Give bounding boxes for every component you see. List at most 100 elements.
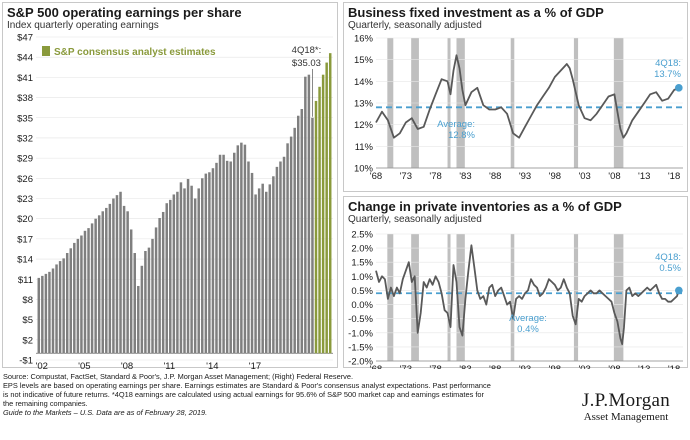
eps-bar: [250, 172, 254, 354]
y-tick-label: 13%: [354, 99, 374, 110]
eps-bar: [311, 117, 314, 354]
logo-subline: Asset Management: [583, 411, 669, 423]
eps-bar: [112, 198, 115, 354]
eps-bar: [233, 152, 236, 354]
eps-bar: [144, 250, 147, 354]
x-tick-label: '83: [459, 364, 471, 369]
eps-bar: [90, 223, 94, 354]
y-tick-label: $32: [17, 133, 33, 144]
x-tick-label: '88: [489, 171, 501, 182]
y-tick-label: -1.5%: [348, 342, 373, 353]
annotation-value: $35.03: [292, 58, 321, 69]
eps-bar: [229, 161, 232, 354]
eps-bar: [73, 242, 76, 354]
x-tick-label: '08: [608, 364, 620, 369]
y-tick-label: -$1: [19, 356, 33, 367]
y-tick-label: 16%: [354, 34, 374, 45]
eps-bar: [48, 271, 51, 354]
eps-bar: [240, 142, 243, 354]
annotation-label: 4Q18*:: [292, 45, 322, 56]
eps-bar: [215, 162, 218, 354]
eps-bar: [37, 277, 41, 354]
y-tick-label: 0.0%: [351, 300, 373, 311]
y-tick-label: 11%: [355, 142, 374, 153]
y-tick-label: $5: [22, 315, 33, 326]
end-value: 0.5%: [659, 263, 681, 274]
recession-band: [510, 234, 515, 361]
estimate-bar: [328, 53, 332, 354]
x-tick-label: '88: [489, 364, 501, 369]
average-label: Average:: [509, 313, 547, 324]
guide-date-line: Guide to the Markets – U.S. Data are as …: [3, 408, 208, 418]
y-tick-label: 1.5%: [351, 258, 373, 269]
eps-bar: [268, 184, 272, 354]
x-tick-label: '18: [668, 171, 680, 182]
eps-bar: [158, 218, 161, 354]
inventories-chart-subtitle: Quarterly, seasonally adjusted: [348, 214, 482, 225]
y-tick-label: 2.0%: [351, 244, 373, 255]
eps-bar: [279, 161, 282, 354]
y-tick-label: $8: [22, 295, 33, 306]
eps-bar: [225, 160, 229, 354]
y-tick-label: $2: [22, 335, 33, 346]
x-tick-label: '73: [400, 171, 412, 182]
x-tick-label: '13: [638, 364, 650, 369]
eps-chart-subtitle: Index quarterly operating earnings: [7, 20, 159, 31]
eps-bar: [108, 203, 112, 354]
y-tick-label: 15%: [354, 55, 374, 66]
end-point-marker: [675, 84, 683, 92]
eps-bar: [129, 229, 133, 354]
eps-bar: [193, 198, 197, 354]
estimate-bar: [314, 100, 318, 354]
x-tick-label: '11: [163, 361, 175, 369]
recession-band: [387, 234, 394, 361]
eps-bar: [211, 168, 215, 354]
eps-bar: [65, 253, 69, 354]
y-tick-label: $20: [17, 214, 33, 225]
eps-bar: [293, 127, 296, 354]
eps-chart-title: S&P 500 operating earnings per share: [7, 5, 242, 20]
eps-bar: [165, 203, 168, 354]
x-tick-label: '78: [429, 171, 441, 182]
eps-bar: [304, 76, 307, 354]
eps-bar: [289, 136, 293, 354]
inventories-chart-svg: -2.0% -1.5% -1.0% -0.5% 0.0% 0.5% 1.0% 1.5% 2.0%…: [348, 230, 683, 369]
legend-swatch: [42, 46, 50, 56]
y-tick-label: $14: [17, 255, 33, 266]
x-tick-label: '17: [249, 361, 261, 369]
end-point-marker: [675, 286, 683, 295]
y-tick-label: $35: [17, 113, 33, 124]
x-tick-label: '98: [549, 364, 561, 369]
footnote-line: EPS levels are based on operating earnin…: [3, 381, 491, 391]
eps-bar: [119, 191, 122, 354]
y-tick-label: $29: [17, 154, 33, 165]
y-tick-label: 14%: [354, 77, 374, 88]
x-tick-label: '83: [459, 171, 471, 182]
end-value: 13.7%: [654, 69, 681, 80]
logo-wordmark: J.P.Morgan: [581, 390, 671, 411]
eps-bar: [76, 238, 80, 354]
y-tick-label: 2.5%: [351, 230, 373, 241]
eps-bar: [172, 194, 176, 354]
eps-bar: [122, 205, 126, 354]
eps-bar: [286, 143, 289, 354]
x-tick-label: '08: [121, 361, 133, 369]
x-tick-label: '13: [638, 171, 650, 182]
eps-bar: [300, 109, 304, 354]
eps-bar: [83, 230, 87, 354]
eps-bar: [257, 188, 261, 354]
eps-bar: [179, 182, 183, 354]
eps-bar: [190, 185, 193, 354]
eps-bar: [87, 228, 90, 354]
eps-bar: [275, 166, 279, 354]
eps-bar: [243, 144, 247, 354]
y-tick-label: $23: [17, 194, 33, 205]
estimate-bar: [318, 86, 321, 354]
recession-band: [447, 234, 451, 361]
x-tick-label: '68: [370, 364, 382, 369]
x-tick-label: '02: [36, 361, 48, 369]
investment-chart-title: Business fixed investment as a % of GDP: [348, 5, 604, 20]
eps-bar: [55, 264, 58, 354]
eps-bar: [169, 199, 172, 354]
eps-bar: [62, 258, 65, 354]
